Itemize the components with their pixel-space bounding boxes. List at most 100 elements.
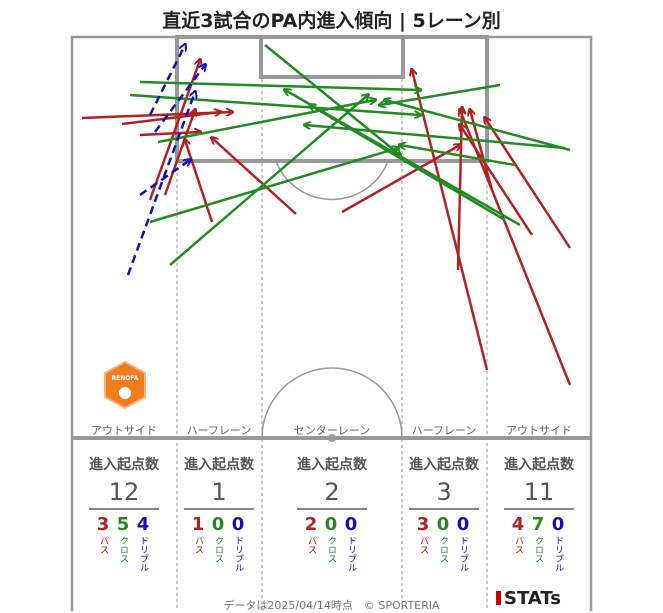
cross-arrow-23: [305, 125, 566, 150]
lane-5-pass-count: 4: [511, 514, 525, 535]
cross-arrow-15: [139, 80, 420, 90]
lane-dividers: [176, 37, 488, 611]
svg-text:RENOFA: RENOFA: [112, 375, 139, 382]
cross-arrow-21: [380, 83, 501, 105]
lane-5-pass: 4 パス: [507, 514, 529, 554]
lane-2-dribble-count: 0: [231, 514, 245, 535]
pass-arrow-3: [139, 132, 200, 135]
lane-total-1: 12: [108, 478, 140, 506]
pass-arrow-2: [121, 112, 220, 126]
cross-arrow-22: [385, 100, 571, 152]
pass-arrow-7: [212, 138, 297, 215]
chart-title: 直近3試合のPA内進入傾向 | 5レーン別: [162, 10, 501, 32]
lane-3-cross-count: 0: [324, 514, 338, 535]
lane-4-dribble-count: 0: [456, 514, 470, 535]
lane-1-pass-count: 3: [96, 514, 110, 535]
cross-arrow-19: [169, 95, 368, 266]
dribble-arrow-29: [153, 65, 205, 133]
lane-3-dribble-label: ドリブル: [346, 536, 356, 572]
lane-2-cross-count: 0: [211, 514, 225, 535]
penalty-arc: [275, 160, 389, 201]
lane-1-cross: 5 クロス: [112, 514, 134, 563]
lane-stat-header-4: 進入起点数: [409, 457, 479, 473]
lane-1-dribble: 4 ドリブル: [132, 514, 154, 572]
pass-arrow-10: [412, 70, 489, 371]
dribble-arrow-30: [148, 45, 185, 116]
lane-4-pass-count: 3: [416, 514, 430, 535]
stats-logo-mark: [496, 591, 501, 605]
lane-total-underline-5: [504, 508, 574, 510]
lane-3-cross-label: クロス: [326, 536, 336, 563]
lane-3-pass: 2 パス: [300, 514, 322, 554]
lane-5-dribble-count: 0: [551, 514, 565, 535]
lane-stat-header-5: 進入起点数: [504, 457, 574, 473]
lane-2-cross-label: クロス: [213, 536, 223, 563]
lane-2-pass-label: パス: [193, 536, 203, 554]
entry-arrows: [81, 44, 572, 386]
lane-5-pass-label: パス: [513, 536, 523, 554]
pass-arrow-12: [460, 125, 534, 236]
lane-1-dribble-count: 4: [136, 514, 150, 535]
lane-3-dribble: 0 ドリブル: [340, 514, 362, 572]
footer-credit: データは2025/04/14時点 © SPORTERIA: [223, 599, 440, 612]
cross-arrow-26: [400, 145, 516, 167]
pass-arrow-13: [485, 118, 572, 249]
lane-stat-header-1: 進入起点数: [89, 457, 159, 473]
center-circle: [261, 367, 403, 439]
lane-total-3: 2: [324, 478, 340, 506]
stats-logo-text: STATs: [504, 588, 561, 609]
lane-label-1: アウトサイド: [91, 424, 157, 437]
lane-5-cross-label: クロス: [533, 536, 543, 563]
lane-total-underline-3: [297, 508, 367, 510]
cross-arrow-25: [310, 105, 506, 222]
cross-arrow-16: [129, 93, 420, 115]
lane-total-underline-1: [89, 508, 159, 510]
lane-2-pass: 1 パス: [187, 514, 209, 554]
lane-total-underline-4: [409, 508, 479, 510]
cross-arrow-20: [264, 44, 400, 155]
lane-4-dribble: 0 ドリブル: [452, 514, 474, 572]
lane-1-pass: 3 パス: [92, 514, 114, 554]
lane-2-dribble-label: ドリブル: [233, 536, 243, 572]
lane-3-cross: 0 クロス: [320, 514, 342, 563]
lane-3-dribble-count: 0: [344, 514, 358, 535]
lane-4-cross-count: 0: [436, 514, 450, 535]
lane-stat-header-3: 進入起点数: [297, 457, 367, 473]
lane-1-pass-label: パス: [98, 536, 108, 554]
lane-3-pass-label: パス: [306, 536, 316, 554]
lane-4-dribble-label: ドリブル: [458, 536, 468, 572]
lane-5-dribble-label: ドリブル: [553, 536, 563, 572]
pass-arrow-9: [456, 108, 462, 271]
dribble-arrow-27: [126, 92, 195, 276]
lane-2-pass-count: 1: [191, 514, 205, 535]
pass-arrow-11: [460, 110, 572, 386]
lane-2-dribble: 0 ドリブル: [227, 514, 249, 572]
lane-total-4: 3: [436, 478, 452, 506]
lane-total-2: 1: [211, 478, 227, 506]
goal-area: [259, 35, 405, 79]
lane-5-dribble: 0 ドリブル: [547, 514, 569, 572]
lane-stat-header-2: 進入起点数: [184, 457, 254, 473]
lane-4-cross: 0 クロス: [432, 514, 454, 563]
dribble-arrow-28: [139, 160, 190, 197]
lane-1-cross-label: クロス: [118, 536, 128, 563]
lane-label-3: センターレーン: [293, 424, 371, 437]
pass-arrow-5: [163, 110, 195, 196]
cross-arrow-17: [157, 100, 375, 144]
lane-label-2: ハーフレーン: [186, 424, 252, 437]
lane-label-5: アウトサイド: [506, 424, 572, 437]
lane-total-5: 11: [523, 478, 555, 506]
lane-5-cross-count: 7: [531, 514, 545, 535]
center-spot: [328, 434, 336, 442]
team-logo: RENOFA: [104, 360, 146, 410]
lane-4-cross-label: クロス: [438, 536, 448, 563]
lane-3-pass-count: 2: [304, 514, 318, 535]
lane-total-underline-2: [184, 508, 254, 510]
pass-arrow-6: [185, 140, 214, 223]
lane-4-pass: 3 パス: [412, 514, 434, 554]
lane-label-4: ハーフレーン: [411, 424, 477, 437]
lane-5-cross: 7 クロス: [527, 514, 549, 563]
lane-1-dribble-label: ドリブル: [138, 536, 148, 572]
stats-logo: STATs: [496, 588, 561, 609]
